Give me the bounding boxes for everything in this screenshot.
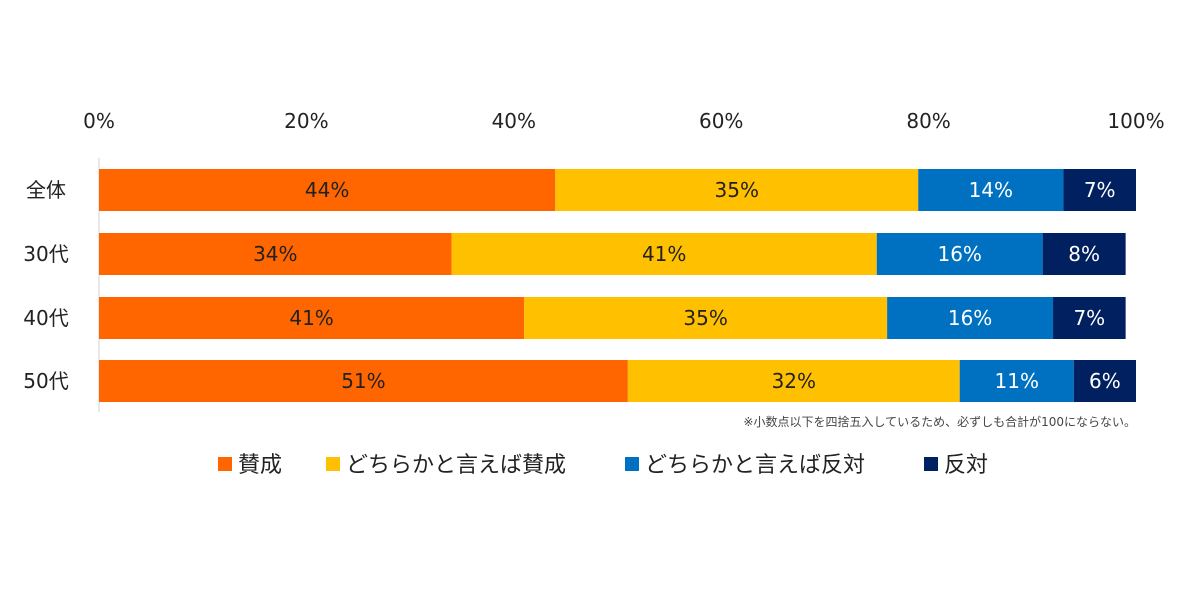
category-label: 50代 [23, 369, 68, 393]
legend-label: どちらかと言えば反対 [645, 453, 865, 478]
category-label: 全体 [26, 178, 66, 202]
legend-swatch [625, 457, 639, 471]
bar-segment [524, 297, 888, 339]
legend-label: 反対 [944, 453, 988, 478]
bar-segment [1042, 233, 1126, 275]
data-label: 6% [1089, 369, 1121, 393]
bar-segment [918, 169, 1064, 211]
data-label: 8% [1068, 242, 1100, 266]
legend: 賛成 どちらかと言えば賛成 どちらかと言えば反対 反対 [218, 453, 988, 478]
legend-swatch [326, 457, 340, 471]
x-tick-label: 0% [83, 109, 115, 133]
data-label: 35% [683, 306, 727, 330]
bar-segment [99, 297, 525, 339]
bar-segment [451, 233, 877, 275]
data-label: 11% [995, 369, 1039, 393]
x-tick-label: 80% [906, 109, 950, 133]
data-label: 35% [715, 178, 759, 202]
bar-segment [99, 233, 452, 275]
category-label: 40代 [23, 306, 68, 330]
bar-segment [876, 233, 1043, 275]
bar-segment [959, 360, 1074, 402]
x-tick-label: 100% [1107, 109, 1164, 133]
data-label: 44% [305, 178, 349, 202]
bar-segment [99, 169, 556, 211]
data-label: 16% [937, 242, 981, 266]
bar-segment [99, 360, 628, 402]
x-tick-label: 40% [492, 109, 536, 133]
legend-swatch [218, 457, 232, 471]
data-label: 32% [772, 369, 816, 393]
bar-segment [887, 297, 1054, 339]
legend-swatch [924, 457, 938, 471]
x-tick-label: 60% [699, 109, 743, 133]
legend-label: どちらかと言えば賛成 [346, 453, 566, 478]
data-label: 51% [341, 369, 385, 393]
category-label: 30代 [23, 242, 68, 266]
bar-segment [1063, 169, 1136, 211]
data-label: 34% [253, 242, 297, 266]
bar-segment [1073, 360, 1136, 402]
data-label: 16% [948, 306, 992, 330]
data-label: 14% [969, 178, 1013, 202]
x-tick-label: 20% [284, 109, 328, 133]
x-axis-ticks: 0% 20% 40% 60% 80% 100% [83, 109, 1164, 133]
bar-segment [627, 360, 960, 402]
bar-segment [555, 169, 919, 211]
legend-label: 賛成 [238, 453, 282, 478]
category-labels: 全体 30代 40代 50代 [23, 178, 68, 393]
footnote: ※小数点以下を四捨五入しているため、必ずしも合計が100にならない。 [743, 414, 1136, 429]
data-label: 7% [1084, 178, 1116, 202]
data-label: 41% [642, 242, 686, 266]
data-label: 41% [289, 306, 333, 330]
bar-segment [1053, 297, 1126, 339]
data-label: 7% [1073, 306, 1105, 330]
bars: 44% 35% 14% 7% 34% 41% 16% 8% 41% 35% 16% 7% 51% 32% 1… [99, 169, 1136, 402]
